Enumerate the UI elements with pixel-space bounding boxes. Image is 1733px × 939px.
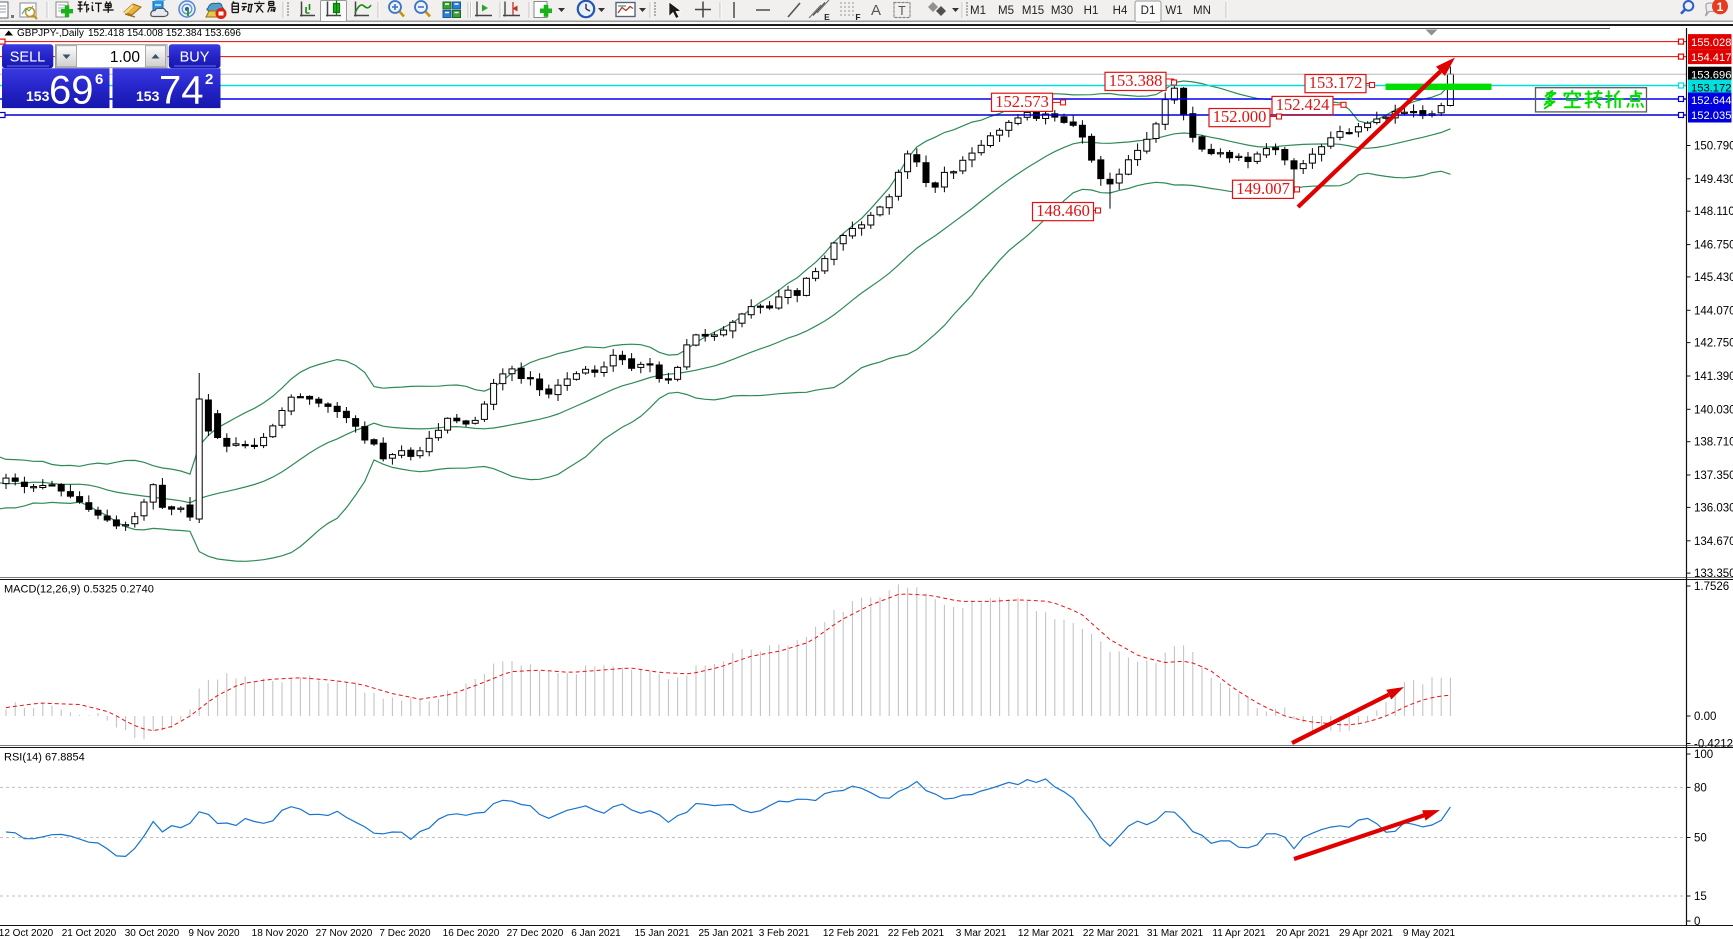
svg-text:-0.4212: -0.4212 [1694, 739, 1733, 751]
svg-text:27 Nov 2020: 27 Nov 2020 [316, 928, 373, 939]
svg-text:137.350: 137.350 [1694, 470, 1733, 482]
svg-text:145.430: 145.430 [1694, 272, 1733, 284]
svg-text:149.007: 149.007 [1236, 179, 1290, 198]
svg-text:RSI(14) 67.8854: RSI(14) 67.8854 [4, 752, 85, 764]
svg-text:152.424: 152.424 [1276, 95, 1330, 114]
svg-text:153.388: 153.388 [1109, 71, 1163, 90]
svg-text:22 Feb 2021: 22 Feb 2021 [888, 928, 945, 939]
svg-text:BUY: BUY [180, 50, 210, 66]
svg-text:1.7526: 1.7526 [1694, 581, 1729, 593]
svg-text:29 Apr 2021: 29 Apr 2021 [1339, 928, 1393, 939]
svg-text:153.172: 153.172 [1691, 82, 1731, 94]
svg-text:100: 100 [1694, 749, 1713, 761]
svg-text:141.390: 141.390 [1694, 371, 1733, 383]
svg-text:140.030: 140.030 [1694, 404, 1733, 416]
svg-text:144.070: 144.070 [1694, 305, 1733, 317]
svg-text:153: 153 [26, 88, 50, 104]
svg-text:153.696: 153.696 [1691, 69, 1731, 81]
svg-text:152.035: 152.035 [1691, 110, 1731, 122]
svg-text:20 Apr 2021: 20 Apr 2021 [1276, 928, 1330, 939]
svg-text:50: 50 [1694, 833, 1707, 845]
svg-text:7 Dec 2020: 7 Dec 2020 [379, 928, 431, 939]
svg-text:1.00: 1.00 [110, 49, 141, 66]
svg-text:152.418 154.008 152.384 153.69: 152.418 154.008 152.384 153.696 [88, 28, 241, 39]
svg-text:F: F [855, 12, 860, 22]
svg-text:148.110: 148.110 [1694, 206, 1733, 218]
svg-text:152.000: 152.000 [1213, 107, 1267, 126]
svg-text:155.028: 155.028 [1691, 37, 1731, 49]
svg-text:GBPJPY-,Daily: GBPJPY-,Daily [17, 28, 84, 39]
svg-text:M1: M1 [970, 5, 986, 17]
svg-text:133.350: 133.350 [1694, 568, 1733, 580]
svg-text:12 Oct 2020: 12 Oct 2020 [0, 928, 54, 939]
svg-text:69: 69 [49, 69, 94, 113]
svg-text:SELL: SELL [10, 50, 45, 66]
svg-text:H1: H1 [1084, 5, 1099, 17]
svg-text:146.750: 146.750 [1694, 240, 1733, 252]
svg-text:9 Nov 2020: 9 Nov 2020 [188, 928, 240, 939]
svg-text:153.172: 153.172 [1309, 73, 1363, 92]
svg-text:6 Jan 2021: 6 Jan 2021 [571, 928, 621, 939]
svg-text:16 Dec 2020: 16 Dec 2020 [443, 928, 500, 939]
svg-text:3 Feb 2021: 3 Feb 2021 [759, 928, 810, 939]
svg-text:31 Mar 2021: 31 Mar 2021 [1147, 928, 1204, 939]
svg-text:153: 153 [136, 88, 160, 104]
svg-text:154.417: 154.417 [1691, 52, 1731, 64]
svg-text:D1: D1 [1141, 5, 1156, 17]
svg-text:80: 80 [1694, 782, 1707, 794]
svg-text:MACD(12,26,9) 0.5325 0.2740: MACD(12,26,9) 0.5325 0.2740 [4, 584, 154, 596]
svg-text:2: 2 [205, 71, 213, 88]
svg-text:6: 6 [95, 71, 103, 88]
svg-text:152.644: 152.644 [1691, 95, 1731, 107]
svg-text:MN: MN [1193, 5, 1211, 17]
svg-text:148.460: 148.460 [1036, 201, 1090, 220]
svg-text:11 Apr 2021: 11 Apr 2021 [1212, 928, 1266, 939]
svg-text:M15: M15 [1022, 5, 1044, 17]
svg-text:134.670: 134.670 [1694, 536, 1733, 548]
svg-text:0: 0 [1694, 916, 1700, 928]
svg-text:152.573: 152.573 [995, 92, 1049, 111]
svg-text:9 May 2021: 9 May 2021 [1403, 928, 1456, 939]
svg-text:74: 74 [159, 69, 204, 113]
svg-text:M30: M30 [1051, 5, 1073, 17]
svg-text:21 Oct 2020: 21 Oct 2020 [62, 928, 117, 939]
svg-text:15 Jan 2021: 15 Jan 2021 [634, 928, 689, 939]
svg-text:A: A [871, 2, 881, 19]
svg-text:136.030: 136.030 [1694, 502, 1733, 514]
svg-text:150.790: 150.790 [1694, 141, 1733, 153]
svg-text:12 Feb 2021: 12 Feb 2021 [823, 928, 880, 939]
svg-text:H4: H4 [1113, 5, 1128, 17]
svg-text:142.750: 142.750 [1694, 338, 1733, 350]
svg-text:15: 15 [1694, 891, 1707, 903]
svg-text:T: T [898, 4, 906, 18]
svg-text:W1: W1 [1165, 5, 1182, 17]
svg-text:1: 1 [1717, 0, 1724, 14]
svg-text:27 Dec 2020: 27 Dec 2020 [507, 928, 564, 939]
svg-text:22 Mar 2021: 22 Mar 2021 [1083, 928, 1140, 939]
svg-text:3 Mar 2021: 3 Mar 2021 [956, 928, 1007, 939]
svg-text:0.00: 0.00 [1694, 711, 1716, 723]
svg-text:M5: M5 [998, 5, 1014, 17]
svg-text:12 Mar 2021: 12 Mar 2021 [1018, 928, 1075, 939]
svg-text:149.430: 149.430 [1694, 174, 1733, 186]
svg-text:138.710: 138.710 [1694, 437, 1733, 449]
svg-text:E: E [824, 12, 830, 22]
svg-text:30 Oct 2020: 30 Oct 2020 [125, 928, 180, 939]
svg-text:18 Nov 2020: 18 Nov 2020 [252, 928, 309, 939]
svg-text:25 Jan 2021: 25 Jan 2021 [698, 928, 753, 939]
